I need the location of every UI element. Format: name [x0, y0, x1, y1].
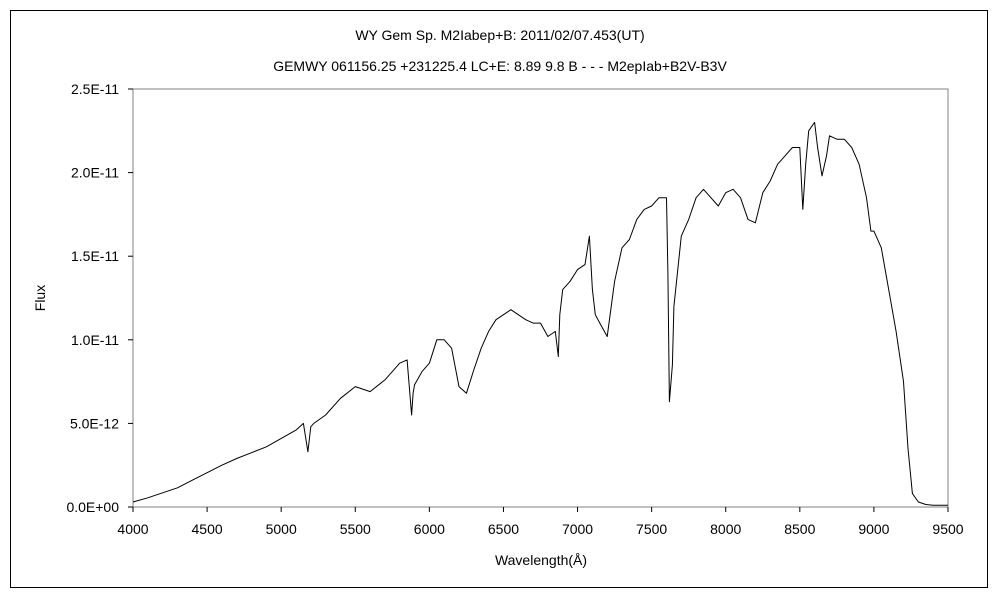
x-tick-label: 9000 — [858, 521, 889, 537]
y-axis-label: Flux — [32, 285, 48, 311]
x-tick-label: 4500 — [192, 521, 223, 537]
x-tick-label: 5500 — [340, 521, 371, 537]
x-tick-label: 6500 — [488, 521, 519, 537]
y-tick-label: 1.0E-11 — [71, 332, 119, 348]
x-tick-label: 7000 — [562, 521, 593, 537]
x-tick-label: 6000 — [414, 521, 445, 537]
x-tick-label: 8000 — [710, 521, 741, 537]
x-tick-label: 9500 — [932, 521, 963, 537]
y-tick-label: 2.5E-11 — [71, 81, 119, 97]
spectrum-line — [132, 121, 948, 506]
x-tick-label: 8500 — [784, 521, 815, 537]
x-tick-label: 4000 — [117, 521, 148, 537]
y-tick-label: 0.0E+00 — [66, 499, 119, 515]
plot-area — [132, 88, 949, 508]
x-tick-label: 7500 — [636, 521, 667, 537]
y-tick-label: 5.0E-12 — [70, 415, 119, 431]
x-axis-label: Wavelength(Å) — [495, 552, 587, 568]
x-tick-label: 5000 — [266, 521, 297, 537]
chart-subtitle: GEMWY 061156.25 +231225.4 LC+E: 8.89 9.8… — [273, 58, 727, 74]
y-tick-label: 1.5E-11 — [71, 248, 119, 264]
chart-title: WY Gem Sp. M2Iabep+B: 2011/02/07.453(UT) — [355, 27, 644, 43]
y-tick-label: 2.0E-11 — [71, 165, 119, 181]
chart-frame — [10, 10, 988, 588]
